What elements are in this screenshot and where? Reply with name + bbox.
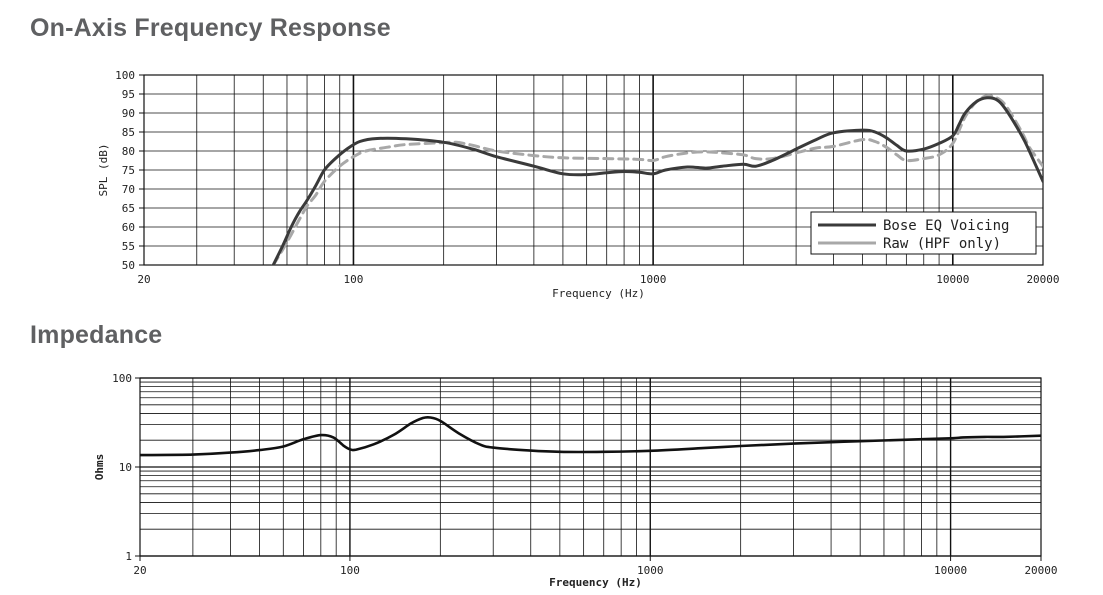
y-axis-label: SPL (dB) [97,144,110,197]
y-axis-label: Ohms [93,454,106,481]
y-tick-label: 90 [122,107,135,120]
frequency-response-title: On-Axis Frequency Response [30,14,391,42]
y-tick-label: 80 [122,145,135,158]
y-tick-label: 10 [119,461,132,474]
y-tick-label: 100 [115,69,135,82]
y-tick-label: 75 [122,164,135,177]
y-tick-label: 65 [122,202,135,215]
x-tick-label: 20000 [1024,564,1057,577]
impedance-title: Impedance [30,321,163,349]
y-tick-label: 70 [122,183,135,196]
x-tick-label: 1000 [640,273,667,286]
y-tick-label: 50 [122,259,135,272]
x-tick-label: 20000 [1026,273,1059,286]
series-line-bose-eq-voicing [271,96,1043,265]
frequency-response-chart: 50 55 60 65 70 75 80 85 90 95 100 20 100 1000 10000 200… [97,69,1060,300]
y-tick-label: 95 [122,88,135,101]
legend-label: Raw (HPF only) [883,236,1001,252]
x-tick-label: 10000 [934,564,967,577]
x-tick-label: 20 [133,564,146,577]
y-tick-label: 85 [122,126,135,139]
y-tick-label: 55 [122,240,135,253]
x-tick-label: 20 [137,273,150,286]
y-tick-label: 100 [112,372,132,385]
x-tick-label: 10000 [936,273,969,286]
y-tick-label: 60 [122,221,135,234]
legend-label: Bose EQ Voicing [883,218,1009,234]
legend-box [810,211,1037,255]
x-tick-label: 100 [340,564,360,577]
x-tick-label: 100 [344,273,364,286]
x-tick-label: 1000 [637,564,664,577]
y-tick-label: 1 [125,550,132,563]
x-axis-label: Frequency (Hz) [549,576,642,589]
series-line-impedance [139,415,1042,457]
x-axis-label: Frequency (Hz) [552,287,645,300]
